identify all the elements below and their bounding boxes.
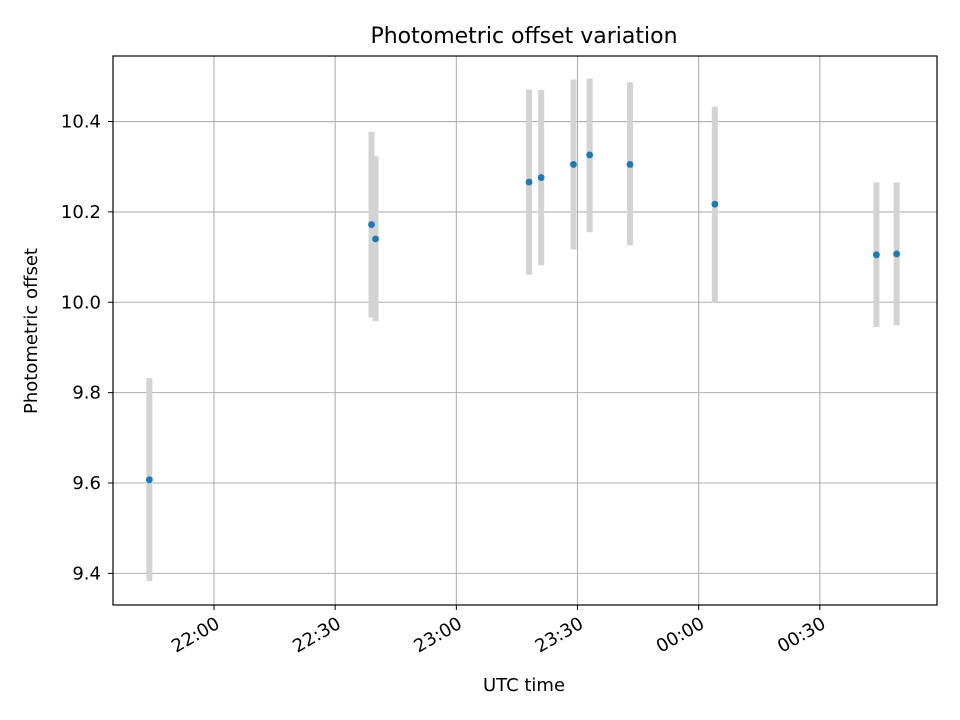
- y-tick-label: 9.8: [72, 383, 101, 404]
- data-point: [372, 235, 379, 243]
- y-tick-label: 10.2: [61, 202, 101, 223]
- y-tick-label: 9.6: [72, 473, 101, 494]
- y-tick-label: 10.0: [61, 292, 101, 313]
- data-point: [368, 221, 375, 228]
- y-axis-title: Photometric offset: [21, 248, 42, 414]
- y-tick-label: 9.4: [72, 563, 101, 584]
- data-point: [525, 178, 533, 186]
- chart-title: Photometric offset variation: [370, 24, 677, 49]
- data-point: [586, 151, 594, 159]
- data-point: [873, 251, 880, 259]
- data-point: [570, 161, 577, 168]
- grid-layer: [113, 56, 937, 605]
- point-layer: [145, 151, 901, 484]
- data-point: [537, 174, 545, 181]
- data-point: [893, 250, 901, 258]
- y-tick-label: 10.4: [61, 112, 101, 133]
- x-axis-title: UTC time: [483, 675, 565, 696]
- plot-area-frame: [112, 55, 938, 606]
- data-point: [145, 476, 153, 484]
- data-point: [626, 161, 634, 168]
- data-point: [711, 200, 719, 208]
